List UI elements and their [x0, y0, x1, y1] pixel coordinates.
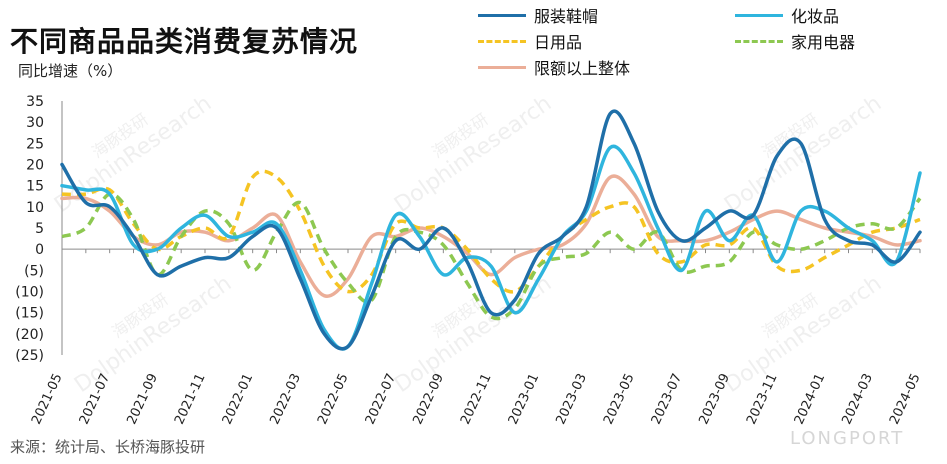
series-line-2	[60, 144, 922, 351]
legend-item: 服装鞋帽	[478, 4, 598, 26]
x-tick-label: 2022-01	[220, 371, 257, 427]
x-tick-label: 2024-05	[887, 371, 924, 427]
x-tick-label: 2022-05	[315, 371, 352, 427]
x-tick-label: 2024-01	[792, 371, 829, 427]
y-tick-label: 20	[26, 158, 44, 174]
y-tick-label: 5	[35, 221, 44, 237]
y-tick-label: 25	[26, 136, 44, 152]
legend-swatch	[478, 65, 526, 69]
watermark-text: DolphinResearch	[720, 91, 886, 218]
legend-swatch	[735, 39, 783, 43]
y-tick-label: (5)	[24, 263, 44, 279]
legend-swatch	[478, 39, 526, 43]
watermark-text: DolphinResearch	[390, 91, 556, 218]
x-tick-label: 2021-09	[124, 371, 161, 427]
legend-swatch	[735, 13, 783, 17]
x-tick-label: 2021-05	[29, 371, 66, 427]
legend-item: 化妆品	[735, 4, 839, 26]
x-tick-label: 2023-09	[696, 371, 733, 427]
watermark-text: LONGPORT	[790, 428, 904, 449]
x-tick-label: 2024-03	[839, 371, 876, 427]
legend-swatch	[478, 13, 526, 17]
legend-label: 日用品	[534, 33, 583, 52]
series-line-5	[60, 174, 922, 298]
legend-item: 日用品	[478, 30, 582, 52]
y-tick-label: (15)	[15, 306, 44, 322]
y-tick-label: 0	[35, 242, 44, 258]
legend-item: 限额以上整体	[478, 56, 630, 78]
x-tick-label: 2022-07	[363, 371, 400, 427]
y-tick-label: (10)	[15, 285, 44, 301]
y-tick-label: 30	[26, 115, 44, 131]
x-tick-label: 2021-11	[172, 371, 209, 427]
x-tick-label: 2023-03	[553, 371, 590, 427]
legend-item: 家用电器	[735, 30, 855, 52]
x-tick-label: 2022-11	[458, 371, 495, 427]
y-tick-label: (25)	[15, 348, 44, 364]
legend-label: 化妆品	[791, 7, 840, 26]
x-tick-label: 2023-01	[506, 371, 543, 427]
x-tick-label: 2022-03	[267, 371, 304, 427]
series-line-4	[61, 192, 922, 321]
series-line-1	[60, 109, 922, 351]
x-tick-label: 2023-07	[649, 371, 686, 427]
chart-title: 不同商品品类消费复苏情况	[10, 25, 359, 58]
y-tick-label: 15	[26, 179, 44, 195]
legend-label: 家用电器	[791, 33, 856, 52]
legend-label: 服装鞋帽	[534, 7, 599, 26]
x-tick-label: 2023-05	[601, 371, 638, 427]
y-tick-label: (20)	[15, 327, 44, 343]
y-axis-unit-label: 同比增速（%）	[18, 62, 123, 80]
series-layer	[60, 109, 922, 351]
legend-label: 限额以上整体	[534, 59, 631, 78]
y-tick-label: 35	[26, 94, 44, 110]
y-tick-label: 10	[26, 200, 44, 216]
source-note: 来源：统计局、长桥海豚投研	[10, 438, 206, 456]
